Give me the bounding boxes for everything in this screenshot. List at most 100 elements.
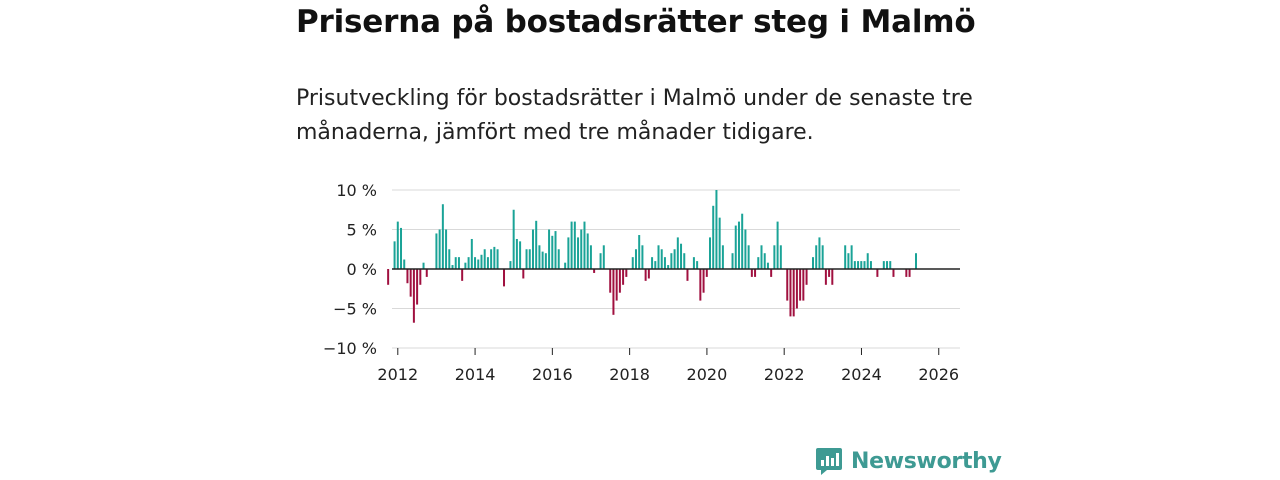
bar — [509, 261, 512, 269]
brand-name: Newsworthy — [851, 448, 1002, 474]
bar — [622, 269, 625, 285]
bar — [831, 269, 834, 285]
bar — [670, 253, 673, 269]
bar — [551, 235, 554, 269]
x-tick-label: 2024 — [841, 365, 882, 384]
bar — [876, 269, 879, 277]
bar — [589, 245, 592, 269]
bar — [477, 259, 480, 269]
gridlines — [392, 189, 960, 349]
bar — [737, 221, 740, 269]
bar — [548, 229, 551, 269]
bar — [709, 237, 711, 269]
bar — [441, 204, 444, 269]
bar — [889, 261, 892, 269]
y-tick-label: −10 % — [323, 339, 377, 358]
bar — [792, 269, 795, 317]
bar — [680, 243, 683, 269]
bar — [522, 269, 525, 279]
bar — [828, 269, 831, 277]
bar — [599, 253, 602, 269]
y-tick-label: −5 % — [333, 300, 377, 319]
bar — [412, 269, 415, 323]
bar — [483, 249, 486, 269]
bar — [438, 229, 441, 269]
bar — [850, 245, 853, 269]
bar — [660, 249, 663, 269]
bar — [673, 249, 676, 269]
bar — [805, 269, 808, 285]
bar — [396, 221, 399, 269]
x-tick-label: 2016 — [532, 365, 573, 384]
bar — [525, 249, 528, 269]
bar — [795, 269, 798, 309]
bar — [744, 229, 747, 269]
bar — [863, 261, 866, 269]
bar — [474, 257, 477, 269]
bar — [686, 269, 689, 281]
bar — [393, 241, 396, 269]
bar — [602, 245, 605, 269]
bar — [567, 237, 570, 269]
bar — [454, 257, 457, 269]
bar — [445, 229, 448, 269]
bar — [799, 269, 802, 301]
bar — [570, 221, 573, 269]
bar — [866, 253, 869, 269]
bar — [699, 269, 702, 301]
chart-subtitle: Prisutveckling för bostadsrätter i Malmö… — [296, 86, 973, 145]
bar — [490, 249, 493, 269]
bar — [496, 249, 499, 269]
bar — [425, 269, 428, 277]
bar — [615, 269, 618, 301]
bar — [779, 245, 782, 269]
newsworthy-logo-icon — [816, 448, 842, 475]
bar — [464, 262, 467, 269]
bar — [577, 237, 580, 269]
bar — [406, 269, 409, 284]
bar — [535, 220, 538, 269]
bar — [544, 253, 547, 269]
bar — [750, 269, 753, 277]
annotation-label: 2 % — [921, 0, 950, 4]
bar — [860, 261, 863, 269]
bar — [638, 235, 641, 269]
x-axis: 2012 2014 2016 2018 2020 2022 2024 2026 — [377, 348, 959, 384]
bar — [451, 265, 454, 269]
bar — [667, 265, 670, 269]
bar — [515, 238, 518, 269]
bar — [731, 253, 734, 269]
y-axis: 10 % 5 % 0 % −5 % −10 % — [323, 181, 377, 358]
bar — [612, 269, 615, 315]
bar — [387, 269, 390, 285]
x-tick-label: 2026 — [918, 365, 959, 384]
bar — [786, 269, 789, 301]
bar — [647, 269, 650, 279]
y-tick-label: 5 % — [347, 221, 377, 240]
bar — [754, 269, 757, 277]
bar-series — [387, 190, 917, 323]
bar — [663, 257, 666, 269]
bar — [869, 261, 872, 269]
bar — [905, 269, 908, 277]
bar — [457, 257, 460, 269]
bar — [554, 231, 557, 269]
bar — [766, 262, 769, 269]
bar — [847, 253, 850, 269]
y-tick-label: 10 % — [336, 181, 377, 200]
bar — [654, 261, 657, 269]
bar — [644, 269, 647, 281]
bar — [821, 245, 824, 269]
chart-title: Priserna på bostadsrätter steg i Malmö — [296, 4, 976, 40]
bar — [853, 261, 856, 269]
bar — [573, 221, 576, 269]
bar — [493, 246, 496, 269]
bar — [531, 229, 534, 269]
bar — [802, 269, 805, 301]
bar — [583, 221, 586, 269]
x-tick-label: 2012 — [377, 365, 418, 384]
bar — [609, 269, 612, 293]
bar — [676, 237, 679, 269]
bar — [503, 269, 506, 287]
bar — [776, 221, 779, 269]
